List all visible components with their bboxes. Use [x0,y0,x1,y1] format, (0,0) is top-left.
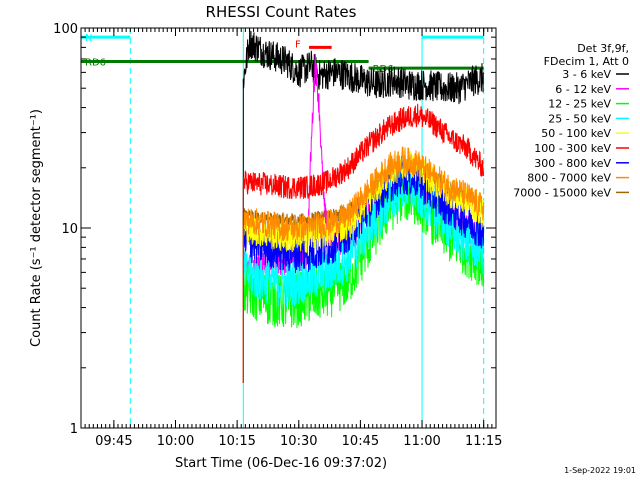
y-tick-label-2: 100 [53,22,78,37]
legend-label-2: 12 - 25 keV [548,98,611,111]
legend-label-3: 25 - 50 keV [548,112,611,125]
legend-label-8: 7000 - 15000 keV [513,186,611,199]
y-tick-label-0: 1 [70,422,78,437]
chart-title: RHESSI Count Rates [206,3,357,21]
legend-label-7: 800 - 7000 keV [527,172,611,185]
flag-label-2: F [295,39,301,50]
flag-label-3: RD6 [85,57,106,68]
series-lines [242,28,485,383]
x-tick-label-4: 10:45 [342,434,379,449]
footer-timestamp: 1-Sep-2022 19:01 [564,466,636,475]
series-line-3-6-kev [242,28,485,105]
x-axis-label: Start Time (06-Dec-16 09:37:02) [175,456,387,471]
axis-ticks: 09:45 10:00 10:15 10:30 10:45 11:00 11:15 1 10 10… [53,22,502,449]
x-tick-label-6: 11:15 [465,434,502,449]
legend-label-4: 50 - 100 keV [541,127,611,140]
x-tick-label-3: 10:30 [280,434,317,449]
series-line-100-300-kev [242,103,485,199]
legend-label-5: 100 - 300 keV [534,142,611,155]
legend-header-0: Det 3f,9f, [577,42,629,55]
x-tick-label-5: 11:00 [403,434,440,449]
legend-header-1: FDecim 1, Att 0 [544,55,629,68]
flag-label-4: RD6 [373,64,394,75]
x-tick-label-2: 10:15 [218,434,255,449]
y-axis-label: Count Rate (s⁻¹ detector segment⁻¹) [29,109,44,347]
x-tick-label-1: 10:00 [157,434,194,449]
legend-label-0: 3 - 6 keV [562,68,611,81]
flag-label-0: N [85,33,92,44]
flag-bars: N F RD6 RD6 [81,33,484,75]
legend-label-6: 300 - 800 keV [534,157,611,170]
legend-label-1: 6 - 12 keV [555,83,611,96]
legend: Det 3f,9f,FDecim 1, Att 03 - 6 keV 6 - 12… [513,42,629,199]
y-tick-label-1: 10 [61,222,78,237]
x-tick-label-0: 09:45 [95,434,132,449]
series-line-800-7000-kev [242,146,485,242]
